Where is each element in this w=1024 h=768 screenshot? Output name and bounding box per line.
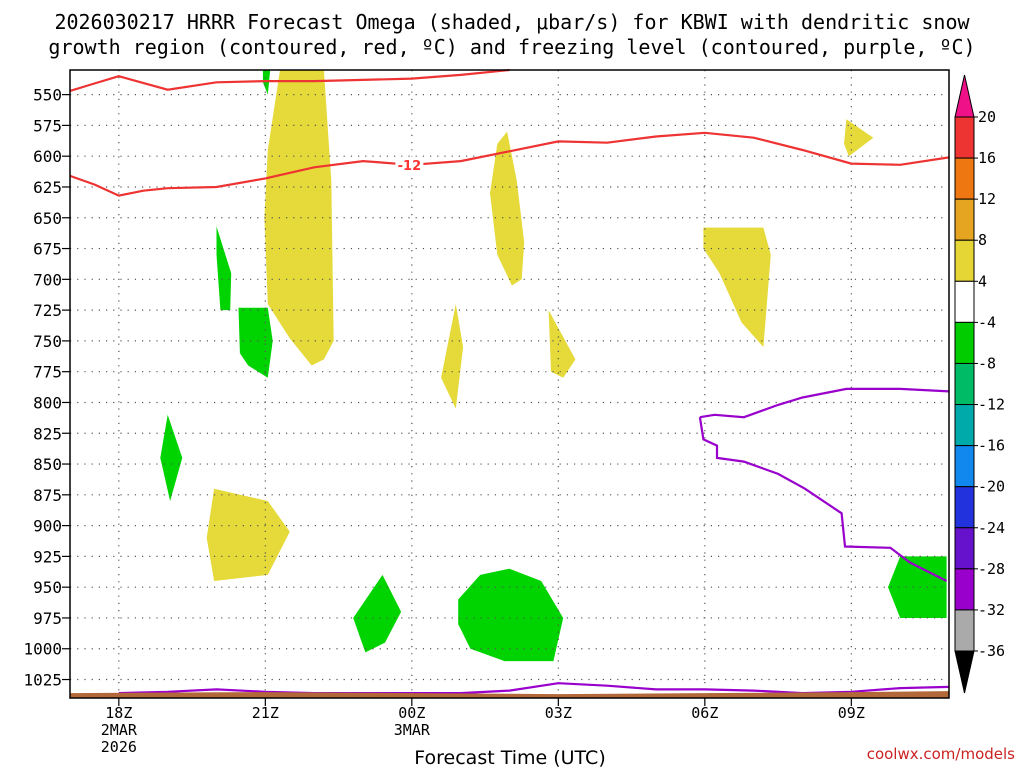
omega-region-1 xyxy=(490,131,525,286)
omega-region-11 xyxy=(353,574,402,653)
colorbar-segment-2 xyxy=(954,198,975,241)
colorbar-label--8: -8 xyxy=(978,354,996,372)
omega-region-6 xyxy=(206,488,290,581)
omega-region-0 xyxy=(264,70,334,366)
omega-region-10 xyxy=(160,414,183,501)
colorbar-label--36: -36 xyxy=(978,642,1005,660)
y-tick-label-625: 625 xyxy=(33,178,62,197)
y-tick-label-975: 975 xyxy=(33,609,62,628)
y-tick-label-750: 750 xyxy=(33,332,62,351)
contour-label-bg xyxy=(395,156,424,173)
colorbar-label-4: 4 xyxy=(978,272,987,290)
x-tick-label-09Z-0: 09Z xyxy=(838,704,865,722)
colorbar: 20 16 12 8 4 -4 -8 -12 -16 -20 -24 -28 -32 -36 xyxy=(954,74,1005,694)
colorbar-segment-9 xyxy=(954,486,975,529)
colorbar-top-triangle xyxy=(954,74,975,118)
ground-layer xyxy=(70,691,949,698)
x-tick-label-18Z-0: 18Z xyxy=(105,704,132,722)
freezing-level-contour-0 xyxy=(699,387,950,419)
colorbar-segment-12 xyxy=(954,609,975,652)
omega-region-8 xyxy=(216,226,232,311)
colorbar-segment-4 xyxy=(954,280,975,323)
colorbar-segment-6 xyxy=(954,362,975,406)
y-tick-label-775: 775 xyxy=(33,363,62,382)
chart-title-line1: 2026030217 HRRR Forecast Omega (shaded, … xyxy=(54,10,970,34)
ground-surface xyxy=(70,691,949,698)
y-tick-label-575: 575 xyxy=(33,116,62,135)
dgz-contour-label: -12 xyxy=(398,159,422,174)
x-axis-label: Forecast Time (UTC) xyxy=(414,747,605,768)
omega-region-3 xyxy=(548,310,576,378)
x-tick-label-21Z-0: 21Z xyxy=(252,704,279,722)
omega-region-12 xyxy=(458,568,564,662)
plot-content: -12 xyxy=(69,68,950,698)
y-axis-ticks: 550 575 600 625 650 675 700 725 750 775 800 825 850 8… xyxy=(23,86,70,690)
x-tick-label-06Z-0: 06Z xyxy=(691,704,718,722)
x-tick-label-18Z-2: 2026 xyxy=(101,738,137,756)
y-tick-label-925: 925 xyxy=(33,547,62,566)
colorbar-segment-5 xyxy=(954,321,975,364)
dgz-contour-1 xyxy=(69,131,950,197)
y-tick-label-800: 800 xyxy=(33,393,62,412)
colorbar-segment-11 xyxy=(954,568,975,611)
x-tick-label-18Z-1: 2MAR xyxy=(101,721,138,739)
omega-shading-layer xyxy=(160,70,947,662)
colorbar-label-16: 16 xyxy=(978,149,996,167)
y-tick-label-1000: 1000 xyxy=(23,640,62,659)
chart-title-line2: growth region (contoured, red, ºC) and f… xyxy=(48,35,975,59)
x-tick-label-00Z-1: 3MAR xyxy=(394,721,431,739)
colorbar-label--32: -32 xyxy=(978,601,1005,619)
omega-region-9 xyxy=(238,307,273,378)
omega-region-13 xyxy=(888,556,947,618)
colorbar-segment-3 xyxy=(954,239,975,282)
colorbar-label-8: 8 xyxy=(978,231,987,249)
colorbar-label--4: -4 xyxy=(978,313,996,331)
y-tick-label-850: 850 xyxy=(33,455,62,474)
y-tick-label-825: 825 xyxy=(33,424,62,443)
dgz-contour-0 xyxy=(69,68,510,92)
colorbar-segment-7 xyxy=(954,404,975,447)
x-tick-label-00Z-0: 00Z xyxy=(398,704,425,722)
y-tick-label-700: 700 xyxy=(33,270,62,289)
credit-text: coolwx.com/models xyxy=(867,745,1015,763)
y-tick-label-550: 550 xyxy=(33,86,62,105)
colorbar-label-20: 20 xyxy=(978,108,996,126)
x-tick-label-03Z-0: 03Z xyxy=(545,704,572,722)
y-tick-label-900: 900 xyxy=(33,517,62,536)
freezing-level-contour-1 xyxy=(698,417,948,582)
plot-frame xyxy=(69,69,950,699)
omega-region-7 xyxy=(262,70,271,95)
colorbar-segment-8 xyxy=(954,445,975,488)
colorbar-label--16: -16 xyxy=(978,437,1005,455)
colorbar-label--20: -20 xyxy=(978,478,1005,496)
colorbar-label--28: -28 xyxy=(978,560,1005,578)
y-tick-label-675: 675 xyxy=(33,240,62,259)
y-tick-label-950: 950 xyxy=(33,578,62,597)
omega-region-4 xyxy=(703,227,771,348)
colorbar-segment-0 xyxy=(954,116,975,159)
y-tick-label-650: 650 xyxy=(33,209,62,228)
omega-region-2 xyxy=(441,304,464,409)
colorbar-label--24: -24 xyxy=(978,519,1005,537)
colorbar-label-12: 12 xyxy=(978,190,996,208)
y-tick-label-600: 600 xyxy=(33,147,62,166)
colorbar-segment-10 xyxy=(954,527,975,570)
colorbar-bottom-triangle xyxy=(954,650,975,694)
colorbar-segment-1 xyxy=(954,157,975,200)
colorbar-label--12: -12 xyxy=(978,396,1005,414)
y-tick-label-725: 725 xyxy=(33,301,62,320)
y-tick-label-875: 875 xyxy=(33,486,62,505)
dotted-gridlines xyxy=(70,70,949,698)
y-tick-label-1025: 1025 xyxy=(23,671,62,690)
